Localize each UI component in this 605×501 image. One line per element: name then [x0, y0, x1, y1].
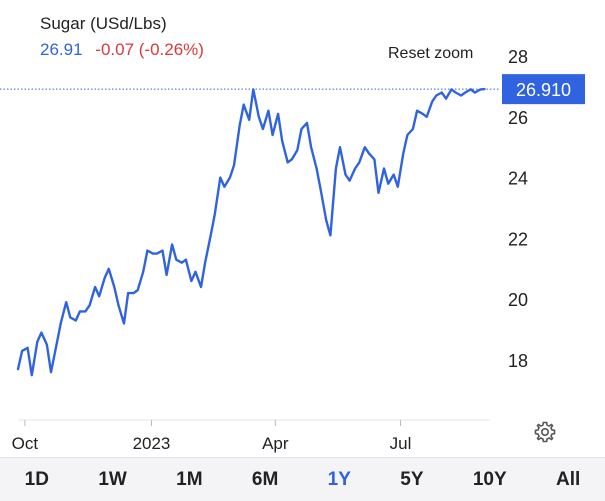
y-tick-label: 18: [508, 351, 528, 371]
x-tick-label: 2023: [133, 434, 171, 453]
y-tick-label: 28: [508, 47, 528, 67]
range-5y-button[interactable]: 5Y: [400, 468, 424, 490]
range-10y-button[interactable]: 10Y: [472, 468, 507, 490]
range-1m-button[interactable]: 1M: [176, 468, 203, 490]
quote-values: 26.91 -0.07 (-0.26%): [40, 40, 204, 60]
x-tick-label: Jul: [390, 434, 412, 453]
current-price-label: 26.910: [516, 80, 571, 100]
range-1y-button[interactable]: 1Y: [327, 468, 351, 490]
range-1w-button[interactable]: 1W: [98, 468, 127, 490]
reset-zoom-button[interactable]: Reset zoom: [388, 45, 474, 62]
current-price-box: [502, 74, 585, 105]
y-tick-label: 26: [508, 108, 528, 128]
last-price: 26.91: [40, 40, 83, 59]
price-series-line: [16, 87, 486, 377]
gear-icon[interactable]: [533, 420, 557, 444]
price-change: -0.07 (-0.26%): [95, 40, 204, 59]
quote-header: Sugar (USd/Lbs) 26.91 -0.07 (-0.26%): [40, 14, 204, 60]
y-tick-label: 22: [508, 229, 528, 249]
range-6m-button[interactable]: 6M: [251, 468, 279, 490]
y-tick-label: 24: [508, 169, 528, 189]
range-selector: 1D 1W 1M 6M 1Y 5Y 10Y All: [0, 457, 605, 501]
y-tick-label: 20: [508, 290, 528, 310]
x-tick-label: Oct: [12, 434, 39, 453]
range-all-button[interactable]: All: [556, 468, 581, 490]
range-1d-button[interactable]: 1D: [24, 468, 49, 490]
price-chart[interactable]: 18 20 22 24 26 28 Oct 2023 Apr Jul 26.910: [0, 0, 605, 457]
x-tick-label: Apr: [262, 434, 289, 453]
instrument-title: Sugar (USd/Lbs): [40, 14, 167, 33]
